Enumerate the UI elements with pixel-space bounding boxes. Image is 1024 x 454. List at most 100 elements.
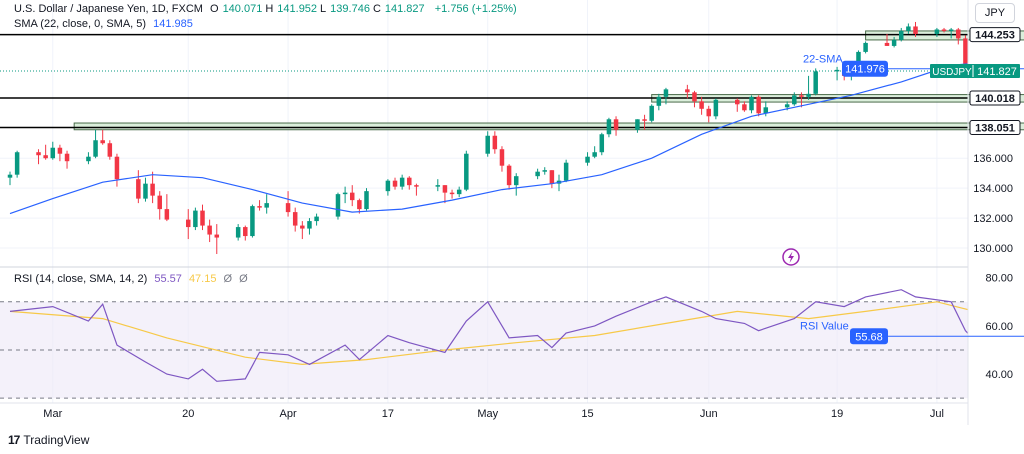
candle[interactable]	[143, 177, 148, 202]
candle[interactable]	[663, 87, 669, 105]
candle[interactable]	[207, 219, 212, 243]
candle[interactable]	[442, 185, 448, 204]
candle[interactable]	[285, 191, 291, 217]
candle[interactable]	[941, 27, 947, 33]
candle[interactable]	[193, 207, 198, 231]
candle[interactable]	[414, 183, 419, 196]
sma-line[interactable]	[9, 61, 1024, 215]
candle[interactable]	[50, 141, 56, 160]
candle[interactable]	[884, 33, 890, 46]
candle[interactable]	[157, 191, 162, 220]
candle[interactable]	[756, 95, 761, 117]
candle[interactable]	[656, 93, 662, 111]
candle[interactable]	[43, 144, 48, 160]
candle[interactable]	[834, 66, 840, 81]
candle[interactable]	[685, 84, 690, 99]
candle[interactable]	[549, 170, 555, 189]
candle[interactable]	[799, 92, 804, 108]
candle[interactable]	[863, 41, 868, 54]
candle[interactable]	[806, 75, 811, 100]
candle[interactable]	[14, 150, 20, 178]
candle[interactable]	[613, 116, 619, 136]
candle[interactable]	[214, 224, 220, 255]
candle[interactable]	[635, 119, 640, 133]
candle[interactable]	[542, 167, 548, 175]
candle[interactable]	[749, 95, 754, 114]
candle[interactable]	[243, 225, 248, 241]
candle[interactable]	[913, 21, 918, 37]
candle[interactable]	[706, 105, 711, 123]
candle[interactable]	[364, 188, 369, 211]
candle[interactable]	[392, 177, 398, 190]
candle[interactable]	[186, 209, 191, 240]
candle[interactable]	[649, 104, 654, 123]
candle[interactable]	[642, 114, 647, 130]
candle[interactable]	[692, 90, 697, 108]
rsi-line[interactable]	[9, 289, 1024, 391]
candle[interactable]	[93, 129, 98, 159]
candle[interactable]	[200, 204, 205, 231]
candle[interactable]	[449, 189, 455, 199]
candle[interactable]	[485, 131, 490, 157]
candle[interactable]	[513, 173, 519, 196]
candle[interactable]	[435, 179, 441, 192]
candle[interactable]	[506, 164, 512, 190]
candle[interactable]	[464, 150, 469, 192]
candle[interactable]	[164, 194, 170, 222]
candle[interactable]	[407, 176, 412, 190]
candle[interactable]	[934, 27, 940, 37]
sma-annotation-text[interactable]: 22-SMA	[803, 54, 843, 66]
candle[interactable]	[585, 152, 590, 166]
candle[interactable]	[399, 174, 405, 190]
candle[interactable]	[535, 168, 540, 180]
candle[interactable]	[136, 170, 141, 204]
candle[interactable]	[307, 218, 312, 235]
candle[interactable]	[100, 129, 105, 145]
candle[interactable]	[349, 185, 355, 207]
candle[interactable]	[300, 221, 305, 240]
candle[interactable]	[314, 213, 319, 226]
candle[interactable]	[948, 27, 954, 39]
candle[interactable]	[385, 179, 391, 196]
candle[interactable]	[250, 204, 255, 238]
candle[interactable]	[292, 207, 298, 232]
candle[interactable]	[235, 224, 241, 241]
candle[interactable]	[699, 96, 704, 115]
candle[interactable]	[335, 192, 341, 220]
candle[interactable]	[150, 171, 155, 204]
candle[interactable]	[742, 101, 747, 112]
rsi-legend-label[interactable]: RSI (14, close, SMA, 14, 2)	[14, 273, 148, 285]
sr-zone[interactable]	[865, 30, 1024, 41]
candle[interactable]	[735, 98, 740, 112]
candle[interactable]	[599, 132, 605, 156]
candle[interactable]	[713, 98, 719, 120]
rsi-annotation-text[interactable]: RSI Value	[800, 320, 849, 332]
candle[interactable]	[956, 27, 961, 45]
candle[interactable]	[492, 131, 498, 154]
candle[interactable]	[107, 140, 113, 160]
candle[interactable]	[906, 23, 911, 34]
candle[interactable]	[57, 144, 63, 162]
candle[interactable]	[264, 194, 269, 214]
candle[interactable]	[342, 186, 348, 204]
lightning-icon[interactable]	[782, 248, 800, 266]
candle[interactable]	[257, 200, 262, 211]
candle[interactable]	[792, 92, 797, 106]
candle[interactable]	[456, 186, 462, 198]
candle[interactable]	[963, 35, 968, 67]
candle[interactable]	[114, 153, 120, 187]
candle[interactable]	[499, 146, 505, 172]
candle[interactable]	[606, 117, 612, 138]
sr-zone[interactable]	[73, 122, 1024, 131]
candle[interactable]	[891, 36, 897, 48]
candle[interactable]	[86, 152, 91, 165]
candle[interactable]	[64, 150, 70, 169]
currency-button[interactable]: JPY	[975, 3, 1015, 23]
candle[interactable]	[813, 68, 818, 96]
candle[interactable]	[899, 27, 904, 42]
candle[interactable]	[36, 149, 41, 165]
candle[interactable]	[592, 146, 597, 159]
candle[interactable]	[7, 171, 13, 186]
symbol-title[interactable]: U.S. Dollar / Japanese Yen, 1D, FXCM	[14, 3, 203, 15]
